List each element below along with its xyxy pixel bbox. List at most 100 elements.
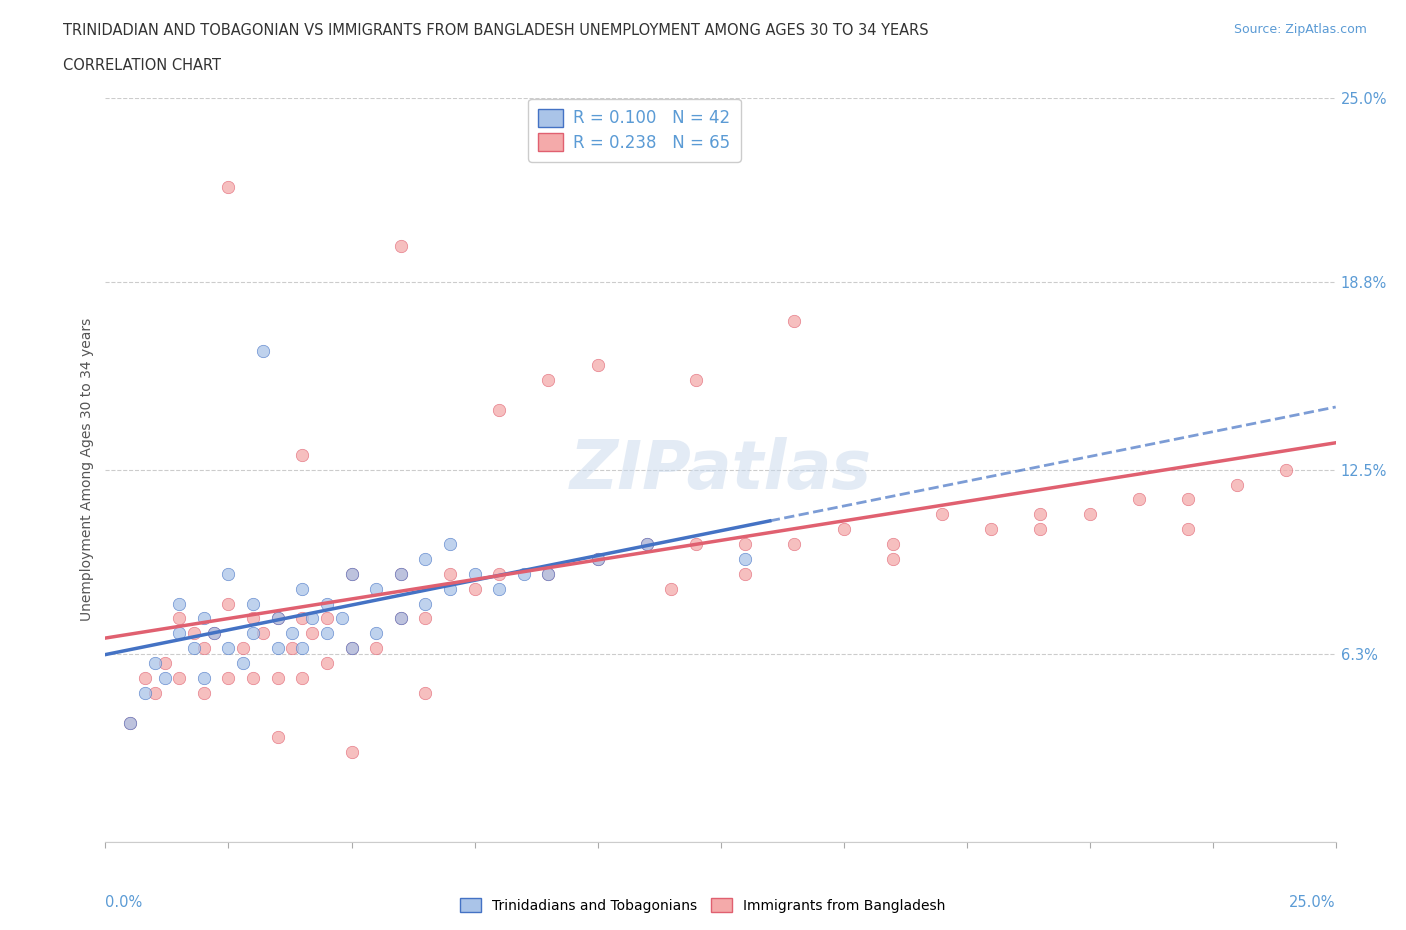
Point [281,626,304,641]
Point [439,566,461,581]
Point [685,537,707,551]
Point [242,671,264,685]
Point [537,373,560,388]
Point [1078,507,1101,522]
Point [315,656,337,671]
Point [340,566,363,581]
Point [291,671,314,685]
Legend: R = 0.100   N = 42, R = 0.238   N = 65: R = 0.100 N = 42, R = 0.238 N = 65 [529,99,741,162]
Point [169,596,191,611]
Point [366,641,388,656]
Point [267,730,290,745]
Point [218,596,240,611]
Point [301,611,323,626]
Point [413,611,436,626]
Point [464,566,486,581]
Point [980,522,1002,537]
Point [389,566,412,581]
Point [315,611,337,626]
Point [488,581,510,596]
Point [1177,522,1199,537]
Point [340,641,363,656]
Point [252,626,274,641]
Point [291,581,314,596]
Point [252,343,274,358]
Point [183,626,205,641]
Point [661,581,683,596]
Point [340,745,363,760]
Point [413,551,436,566]
Point [169,671,191,685]
Point [340,641,363,656]
Point [439,537,461,551]
Point [330,611,353,626]
Point [413,596,436,611]
Point [193,611,215,626]
Legend: Trinidadians and Tobagonians, Immigrants from Bangladesh: Trinidadians and Tobagonians, Immigrants… [454,893,952,919]
Point [366,626,388,641]
Point [120,715,141,730]
Point [734,537,756,551]
Point [193,641,215,656]
Point [1029,507,1052,522]
Point [389,239,412,254]
Point [931,507,953,522]
Point [366,581,388,596]
Point [134,671,156,685]
Text: 25.0%: 25.0% [1289,896,1336,910]
Point [734,551,756,566]
Text: ZIPatlas: ZIPatlas [569,437,872,502]
Point [143,685,166,700]
Point [153,671,176,685]
Point [464,581,486,596]
Point [1275,462,1298,477]
Point [832,522,855,537]
Text: Source: ZipAtlas.com: Source: ZipAtlas.com [1233,23,1367,36]
Point [153,656,176,671]
Point [340,566,363,581]
Point [586,358,609,373]
Point [439,581,461,596]
Point [267,671,290,685]
Text: TRINIDADIAN AND TOBAGONIAN VS IMMIGRANTS FROM BANGLADESH UNEMPLOYMENT AMONG AGES: TRINIDADIAN AND TOBAGONIAN VS IMMIGRANTS… [63,23,929,38]
Point [134,685,156,700]
Point [169,626,191,641]
Point [291,447,314,462]
Point [183,641,205,656]
Point [636,537,658,551]
Point [513,566,536,581]
Point [218,641,240,656]
Point [291,641,314,656]
Y-axis label: Unemployment Among Ages 30 to 34 years: Unemployment Among Ages 30 to 34 years [80,318,94,621]
Point [389,611,412,626]
Point [389,611,412,626]
Point [488,403,510,418]
Point [488,566,510,581]
Point [202,626,225,641]
Point [882,551,904,566]
Point [267,641,290,656]
Point [685,373,707,388]
Point [636,537,658,551]
Point [120,715,141,730]
Text: 0.0%: 0.0% [105,896,142,910]
Point [1226,477,1249,492]
Point [1128,492,1150,507]
Point [242,626,264,641]
Point [301,626,323,641]
Point [281,641,304,656]
Point [882,537,904,551]
Point [242,596,264,611]
Point [232,656,254,671]
Point [783,313,806,328]
Point [291,611,314,626]
Point [218,671,240,685]
Point [143,656,166,671]
Point [586,551,609,566]
Point [242,611,264,626]
Point [193,671,215,685]
Point [232,641,254,656]
Point [413,685,436,700]
Point [537,566,560,581]
Point [202,626,225,641]
